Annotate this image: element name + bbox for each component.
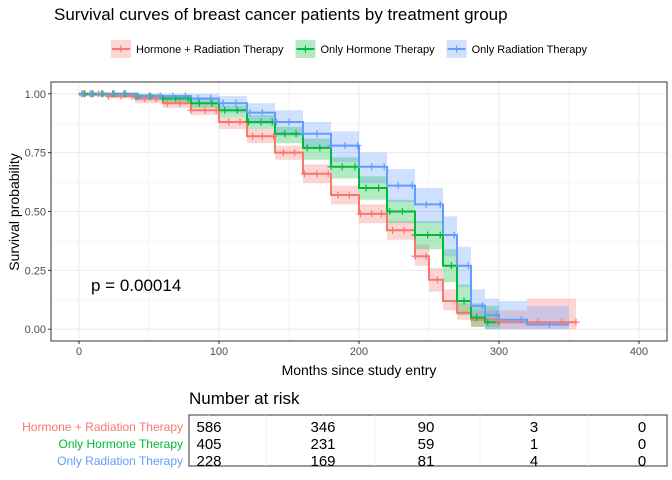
legend-label: Only Hormone Therapy <box>320 44 435 56</box>
risk-count: 169 <box>310 453 335 470</box>
x-tick-label: 400 <box>630 346 648 358</box>
risk-table-grid <box>208 415 643 466</box>
legend-label: Hormone + Radiation Therapy <box>136 44 284 56</box>
y-tick-label: 0.75 <box>25 148 46 160</box>
x-tick-label: 0 <box>76 346 82 358</box>
risk-count: 90 <box>418 419 435 436</box>
risk-count: 231 <box>310 436 335 453</box>
risk-count: 59 <box>418 436 435 453</box>
risk-row-label: Hormone + Radiation Therapy <box>22 420 183 434</box>
axes: 0 100 200 300 400 0.00 0.25 0.50 0.75 1.00 <box>25 89 649 358</box>
y-tick-label: 1.00 <box>25 89 46 101</box>
p-value-annotation: p = 0.00014 <box>91 276 181 295</box>
risk-count: 3 <box>530 419 538 436</box>
risk-count: 1 <box>530 436 538 453</box>
y-tick-label: 0.00 <box>25 324 46 336</box>
risk-count: 405 <box>196 436 221 453</box>
y-tick-label: 0.25 <box>25 265 46 277</box>
risk-count: 4 <box>530 453 538 470</box>
legend: Hormone + Radiation Therapy Only Hormone … <box>111 40 587 58</box>
ci-band-2 <box>79 93 569 330</box>
risk-row-label: Only Hormone Therapy <box>58 437 184 451</box>
x-axis-title: Months since study entry <box>282 362 437 378</box>
x-tick-label: 200 <box>350 346 368 358</box>
y-tick-label: 0.50 <box>25 207 46 219</box>
risk-count: 0 <box>638 436 646 453</box>
risk-table-cells: 586 346 90 3 0 405 231 59 1 0 228 169 81 4 0 <box>196 419 646 470</box>
risk-count: 0 <box>638 419 646 436</box>
risk-count: 228 <box>196 453 221 470</box>
legend-item-1: Only Hormone Therapy <box>295 40 435 58</box>
risk-count: 586 <box>196 419 221 436</box>
risk-count: 346 <box>310 419 335 436</box>
survival-line-0 <box>79 92 576 324</box>
risk-row-label: Only Radiation Therapy <box>57 454 183 468</box>
risk-count: 81 <box>418 453 435 470</box>
risk-table-border <box>188 414 668 467</box>
legend-label: Only Radiation Therapy <box>472 44 588 56</box>
risk-table-title: Number at risk <box>189 389 300 408</box>
censor-marks <box>78 90 580 329</box>
x-tick-label: 100 <box>210 346 228 358</box>
risk-count: 0 <box>638 453 646 470</box>
legend-item-2: Only Radiation Therapy <box>446 40 588 58</box>
x-tick-label: 300 <box>490 346 508 358</box>
legend-item-0: Hormone + Radiation Therapy <box>111 40 284 58</box>
chart-title: Survival curves of breast cancer patient… <box>54 5 508 24</box>
y-axis-title: Survival probability <box>6 153 22 271</box>
